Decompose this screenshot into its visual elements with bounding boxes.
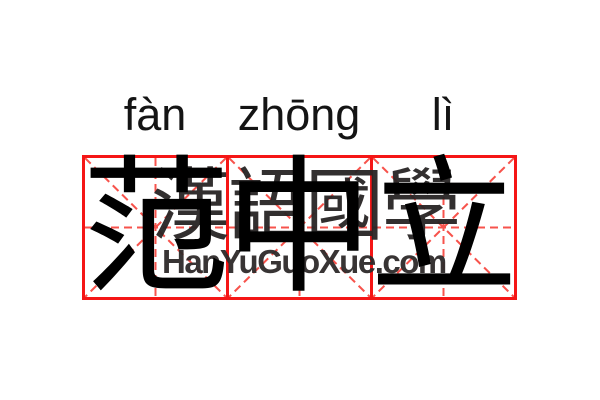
character-grid [82, 155, 517, 300]
hanzi-character-1: 范 [82, 142, 230, 314]
watermark-url-text: HanYuGuoXue.com [162, 243, 447, 280]
pinyin-syllable-3: lì [431, 89, 455, 140]
mizige-guides-icon [85, 158, 226, 297]
hanzi-character-3: 立 [370, 142, 518, 314]
watermark-cjk-text: 漢語國學 [151, 160, 461, 252]
mizige-guides-icon [373, 158, 514, 297]
grid-cell-3 [370, 158, 514, 297]
grid-cell-2 [226, 158, 370, 297]
grid-cell-1 [85, 158, 226, 297]
pinyin-syllable-1: fàn [123, 89, 187, 140]
pinyin-syllable-2: zhōng [237, 89, 361, 140]
hanzi-character-2: 中 [225, 142, 373, 314]
mizige-guides-icon [229, 158, 370, 297]
